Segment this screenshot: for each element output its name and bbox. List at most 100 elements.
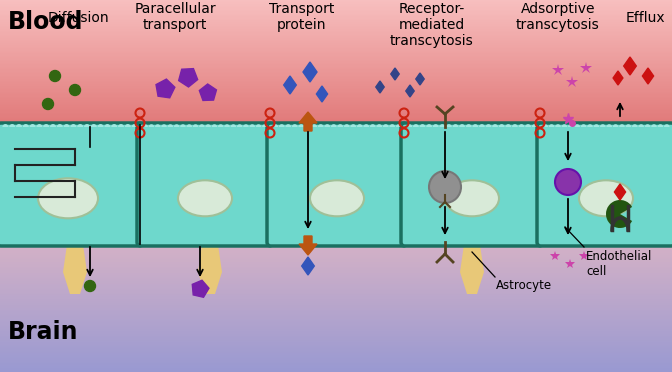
Ellipse shape: [182, 217, 238, 239]
Circle shape: [50, 71, 60, 81]
Polygon shape: [64, 124, 70, 127]
Polygon shape: [272, 124, 278, 127]
Polygon shape: [492, 124, 498, 127]
Polygon shape: [624, 57, 636, 75]
Polygon shape: [262, 124, 267, 127]
Polygon shape: [118, 124, 124, 127]
Polygon shape: [376, 124, 382, 127]
Polygon shape: [199, 124, 204, 127]
Polygon shape: [311, 124, 317, 127]
Polygon shape: [433, 124, 439, 127]
Ellipse shape: [38, 178, 98, 218]
Polygon shape: [284, 76, 296, 94]
Circle shape: [85, 280, 95, 292]
Polygon shape: [391, 68, 399, 80]
Polygon shape: [318, 124, 324, 127]
Polygon shape: [606, 124, 612, 127]
Polygon shape: [155, 124, 161, 127]
Text: Efflux: Efflux: [625, 11, 665, 25]
Polygon shape: [568, 124, 574, 127]
Wedge shape: [606, 200, 632, 228]
Polygon shape: [142, 124, 148, 127]
Polygon shape: [179, 68, 198, 87]
Polygon shape: [555, 124, 561, 127]
Polygon shape: [419, 124, 425, 127]
Polygon shape: [593, 124, 599, 127]
Polygon shape: [350, 124, 356, 127]
Polygon shape: [407, 124, 412, 127]
Polygon shape: [526, 124, 531, 127]
Polygon shape: [486, 124, 491, 127]
Polygon shape: [664, 124, 669, 127]
Ellipse shape: [444, 217, 500, 239]
Polygon shape: [396, 124, 402, 127]
Polygon shape: [512, 124, 518, 127]
Polygon shape: [63, 228, 87, 294]
Polygon shape: [125, 124, 131, 127]
Polygon shape: [218, 124, 224, 127]
Polygon shape: [325, 124, 330, 127]
Polygon shape: [149, 124, 154, 127]
Polygon shape: [626, 124, 631, 127]
Polygon shape: [111, 124, 117, 127]
Polygon shape: [383, 124, 388, 127]
Polygon shape: [453, 124, 458, 127]
Polygon shape: [479, 124, 485, 127]
Polygon shape: [613, 71, 623, 85]
Polygon shape: [370, 124, 376, 127]
Polygon shape: [406, 85, 414, 97]
Polygon shape: [180, 124, 185, 127]
Polygon shape: [50, 124, 56, 127]
Polygon shape: [249, 124, 255, 127]
Ellipse shape: [445, 180, 499, 216]
Polygon shape: [519, 124, 524, 127]
Polygon shape: [303, 62, 317, 82]
Polygon shape: [174, 124, 179, 127]
FancyBboxPatch shape: [267, 123, 407, 246]
Polygon shape: [192, 280, 209, 297]
Text: Paracellular
transport: Paracellular transport: [134, 2, 216, 32]
Polygon shape: [298, 124, 304, 127]
Polygon shape: [36, 124, 42, 127]
Polygon shape: [186, 124, 192, 127]
Polygon shape: [16, 124, 22, 127]
Text: Transport
protein: Transport protein: [269, 2, 335, 32]
Polygon shape: [97, 124, 103, 127]
Polygon shape: [337, 124, 343, 127]
Polygon shape: [91, 124, 97, 127]
FancyBboxPatch shape: [137, 123, 273, 246]
Polygon shape: [466, 124, 472, 127]
Polygon shape: [279, 124, 285, 127]
Polygon shape: [575, 124, 580, 127]
Ellipse shape: [178, 180, 232, 216]
Polygon shape: [587, 124, 593, 127]
Polygon shape: [376, 81, 384, 93]
Polygon shape: [357, 124, 363, 127]
FancyBboxPatch shape: [0, 123, 143, 246]
Polygon shape: [416, 73, 424, 85]
Polygon shape: [532, 124, 538, 127]
Polygon shape: [200, 84, 216, 100]
Polygon shape: [581, 124, 587, 127]
Polygon shape: [193, 124, 198, 127]
Polygon shape: [71, 124, 77, 127]
Polygon shape: [299, 236, 317, 255]
Text: Receptor-
mediated
transcytosis: Receptor- mediated transcytosis: [390, 2, 474, 48]
Polygon shape: [600, 124, 605, 127]
Circle shape: [69, 84, 81, 96]
Polygon shape: [642, 68, 654, 84]
Text: Brain: Brain: [8, 320, 79, 344]
Ellipse shape: [579, 180, 633, 216]
Polygon shape: [542, 124, 548, 127]
Polygon shape: [23, 124, 29, 127]
Circle shape: [555, 169, 581, 195]
Polygon shape: [499, 124, 505, 127]
Polygon shape: [439, 124, 446, 127]
Text: Blood: Blood: [8, 10, 83, 34]
Polygon shape: [472, 124, 478, 127]
Polygon shape: [206, 124, 211, 127]
Polygon shape: [305, 124, 310, 127]
Polygon shape: [651, 124, 657, 127]
Polygon shape: [256, 124, 261, 127]
Polygon shape: [156, 79, 175, 98]
